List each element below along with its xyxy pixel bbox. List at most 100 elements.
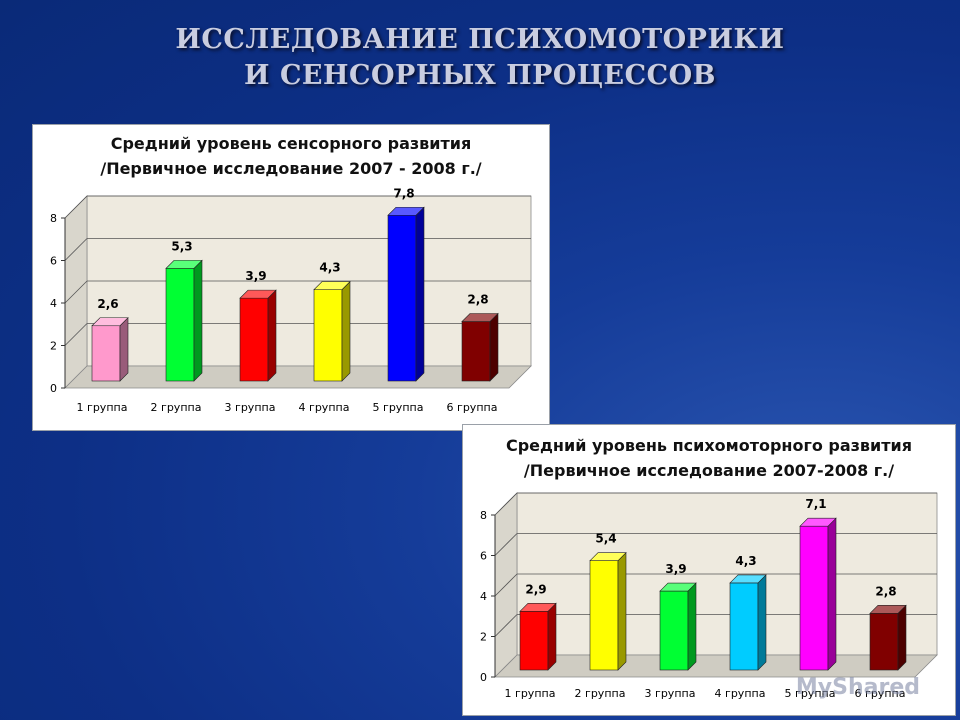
bar-front [659,590,689,671]
slide-title-line-2: И СЕНСОРНЫХ ПРОЦЕССОВ [244,60,716,91]
chart-title-sensory-line-1: Средний уровень сенсорного развития [110,134,472,153]
bar-6 [461,312,499,382]
x-tick-label: 1 группа [505,687,556,700]
bar-5 [799,517,837,671]
bar-front [387,214,417,382]
bar-front [799,525,829,671]
bar-2 [165,259,203,382]
data-label: 3,9 [245,269,266,283]
x-tick-label: 6 группа [447,401,498,414]
bar-side [341,280,351,382]
gridline-side [494,614,518,637]
x-tick-label: 2 группа [575,687,626,700]
bar-front [239,297,269,382]
y-tick-label: 4 [480,590,487,603]
bar-front [91,325,121,382]
gridline-side [64,195,88,219]
bar-side [489,312,499,382]
data-label: 7,1 [805,497,826,511]
y-tick-label: 6 [50,255,57,268]
data-label: 4,3 [735,554,756,568]
bar-top [799,517,837,527]
data-label: 2,8 [467,293,488,307]
y-tick-label: 0 [50,382,57,395]
x-tick-label: 2 группа [151,401,202,414]
gridline-side [64,323,88,346]
watermark: MyShared [795,675,920,700]
chart-title-psychomotor-line-1: Средний уровень психомоторного развития [505,436,913,455]
bar-4 [729,574,767,671]
bar-4 [313,280,351,382]
y-tick-label: 0 [480,671,487,684]
bar-side [617,551,627,671]
data-label: 2,6 [97,297,118,311]
data-label: 7,8 [393,186,414,200]
data-label: 2,9 [525,582,546,596]
data-label: 2,8 [875,584,896,598]
bar-top [165,260,203,269]
bar-side [687,582,697,671]
bar-side [547,602,557,671]
gridline-side [64,280,88,304]
chart-title-sensory-line-2: /Первичное исследование 2007 - 2008 г./ [100,159,482,178]
bar-top [239,289,277,299]
bar-top [387,206,425,216]
bar-top [461,313,499,322]
bar-side [757,574,767,671]
gridline-side [494,533,518,556]
bar-front [313,289,343,382]
chart-title-psychomotor: Средний уровень психомоторного развития … [463,433,955,483]
bar-front [729,582,759,671]
x-tick-label: 6 группа [855,687,906,700]
bar-front [165,268,195,382]
bar-5 [387,206,425,382]
bar-6 [869,604,907,671]
slide-title: ИССЛЕДОВАНИЕ ПСИХОМОТОРИКИ И СЕНСОРНЫХ П… [0,22,960,94]
bar-side [119,317,129,382]
x-tick-label: 4 группа [299,401,350,414]
bar-side [267,289,277,382]
bar-front [589,560,619,671]
bar-side [193,259,203,382]
bar-side [415,206,425,382]
bar-1 [519,602,557,671]
chart-panel-psychomotor: Средний уровень психомоторного развития … [462,424,956,716]
bar-front [869,613,899,671]
x-tick-label: 3 группа [225,401,276,414]
gridline-side [494,492,518,516]
y-tick-label: 2 [50,340,57,353]
bar-top [869,605,907,614]
bar-side [827,517,837,671]
y-tick-label: 8 [50,212,57,225]
bar-3 [659,582,697,671]
chart-title-sensory: Средний уровень сенсорного развития /Пер… [33,131,549,181]
bar-top [659,582,697,592]
chart-title-psychomotor-line-2: /Первичное исследование 2007-2008 г./ [523,461,895,480]
chart-psychomotor: 0 2 4 6 8 2,9 1 группа 5,4 2 группа 3,9 3 группа 4,… [480,492,938,700]
bar-1 [91,317,129,382]
data-label: 5,3 [171,239,192,253]
y-tick-label: 4 [50,297,57,310]
bar-side [897,604,907,671]
bar-3 [239,289,277,382]
bar-top [589,552,627,561]
x-tick-label: 1 группа [77,401,128,414]
data-label: 5,4 [595,532,616,546]
chart-floor [64,365,532,389]
bar-front [519,610,549,671]
x-tick-label: 5 группа [785,687,836,700]
y-tick-label: 8 [480,509,487,522]
bar-top [729,574,767,584]
y-tick-label: 6 [480,550,487,563]
bar-top [91,317,129,327]
bar-front [461,321,491,382]
x-tick-label: 5 группа [373,401,424,414]
chart-panel-sensory: Средний уровень сенсорного развития /Пер… [32,124,550,431]
bar-top [313,281,351,290]
y-tick-label: 2 [480,631,487,644]
gridline-side [64,238,88,261]
chart-sensory: 0 2 4 6 8 2,6 1 группа 5,3 2 группа 3,9 3 группа 4,… [50,186,532,414]
slide-title-line-1: ИССЛЕДОВАНИЕ ПСИХОМОТОРИКИ [175,24,785,55]
data-label: 3,9 [665,562,686,576]
x-tick-label: 4 группа [715,687,766,700]
